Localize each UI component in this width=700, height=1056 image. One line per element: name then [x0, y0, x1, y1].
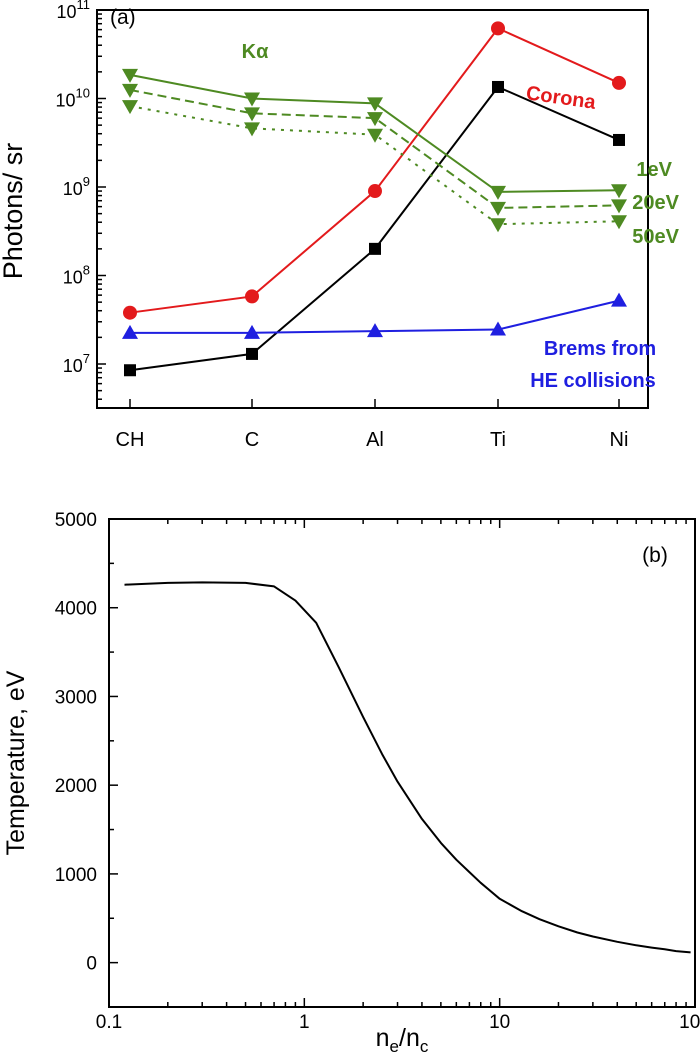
kalpha-label: Kα	[242, 41, 269, 63]
y-tick-label: 3000	[55, 687, 97, 708]
data-point-1eV	[490, 185, 506, 200]
data-point-black	[246, 347, 258, 360]
data-point-50eV	[244, 122, 260, 137]
x-tick-label: Ti	[490, 429, 506, 451]
y-tick-label: 1011	[56, 0, 90, 22]
data-point-20eV	[490, 201, 506, 216]
data-point-20eV	[367, 112, 383, 127]
data-point-brems	[611, 292, 627, 307]
y-tick-label: 4000	[55, 599, 97, 620]
data-point-1eV	[244, 92, 260, 107]
y-tick-label: 108	[63, 263, 90, 288]
data-point-corona	[123, 305, 137, 320]
x-tick-label: Ni	[610, 429, 629, 451]
y-tick-label: 1010	[56, 86, 91, 111]
data-point-brems	[122, 324, 138, 339]
y-tick-label: 5000	[55, 510, 97, 531]
series-line-50eV	[129, 105, 620, 226]
plot-frame-a	[96, 9, 649, 409]
panel-a-label: (a)	[110, 6, 136, 29]
data-point-black	[369, 242, 381, 255]
y-tick-label: 2000	[55, 776, 97, 797]
y-tick-label: 109	[63, 174, 90, 199]
series-line-20eV	[129, 88, 620, 209]
data-point-corona	[368, 184, 382, 199]
brems-label-line1: Brems from	[544, 338, 656, 360]
data-point-1eV	[122, 68, 138, 83]
panel-a: (a) 107 108 109 1010 1011 CH C Al Ti Ni Photons/…	[0, 0, 680, 451]
data-point-1eV	[611, 184, 627, 199]
panel-b: (b) 0 1000 2000 3000 4000 5000 0.1 1 10 100 Temp…	[2, 510, 700, 1056]
series-label-50ev: 50eV	[632, 226, 679, 248]
plot-frame-b	[108, 518, 696, 1008]
y-tick-label: 0	[86, 954, 97, 975]
x-tick-label: C	[245, 429, 259, 451]
data-point-black	[124, 364, 136, 377]
data-point-brems	[490, 321, 506, 336]
data-point-corona	[491, 21, 505, 36]
x-tick-label: Al	[366, 429, 384, 451]
y-tick-label: 107	[63, 351, 90, 376]
brems-label-line2: HE collisions	[530, 370, 656, 392]
data-point-20eV	[611, 199, 627, 214]
data-point-50eV	[611, 215, 627, 230]
data-point-black	[613, 133, 625, 146]
x-tick-label: CH	[116, 429, 145, 451]
data-point-brems	[244, 324, 260, 339]
x-tick-label: 1	[299, 1012, 310, 1033]
panel-b-label: (b)	[642, 544, 668, 567]
x-tick-label: 0.1	[96, 1012, 122, 1033]
data-point-50eV	[490, 218, 506, 233]
data-point-50eV	[367, 128, 383, 143]
series-label-1ev: 1eV	[636, 159, 672, 181]
data-point-50eV	[122, 100, 138, 115]
data-point-corona	[612, 75, 626, 90]
data-point-black	[492, 80, 504, 93]
y-tick-label: 1000	[55, 865, 97, 886]
corona-label: Corona	[525, 82, 598, 114]
data-point-20eV	[122, 83, 138, 98]
y-axis-label-a: Photons/ sr	[0, 143, 28, 280]
data-point-corona	[245, 289, 259, 304]
y-axis-label-b: Temperature, eV	[2, 670, 30, 855]
x-tick-label: 10	[489, 1012, 510, 1033]
temperature-curve	[124, 581, 691, 954]
series-line-corona	[129, 27, 620, 314]
data-point-20eV	[244, 107, 260, 122]
x-axis-label-b: ne/nc	[376, 1024, 429, 1056]
data-point-1eV	[367, 97, 383, 112]
x-tick-label: 100	[679, 1012, 700, 1033]
series-label-20ev: 20eV	[632, 192, 679, 214]
data-point-brems	[367, 323, 383, 338]
